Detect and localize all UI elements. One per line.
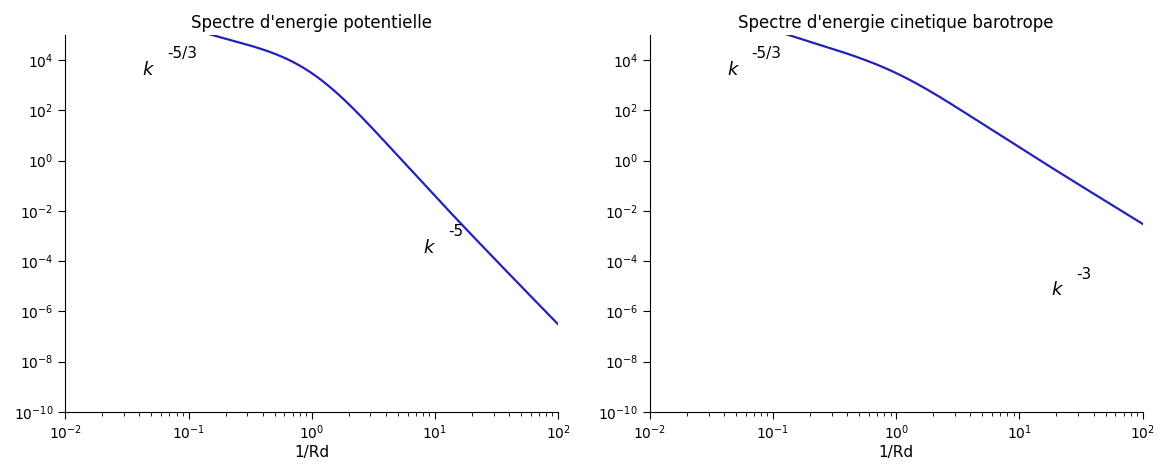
- Text: $k$: $k$: [727, 61, 740, 79]
- Text: $k$: $k$: [423, 239, 436, 256]
- Text: $k$: $k$: [143, 61, 155, 79]
- Text: -5: -5: [448, 224, 463, 239]
- Text: $k$: $k$: [1051, 282, 1064, 300]
- X-axis label: 1/Rd: 1/Rd: [879, 445, 914, 460]
- Text: -5/3: -5/3: [167, 46, 198, 61]
- Text: -5/3: -5/3: [752, 46, 782, 61]
- Text: -3: -3: [1075, 267, 1091, 282]
- Title: Spectre d'energie cinetique barotrope: Spectre d'energie cinetique barotrope: [739, 14, 1054, 32]
- X-axis label: 1/Rd: 1/Rd: [295, 445, 330, 460]
- Title: Spectre d'energie potentielle: Spectre d'energie potentielle: [192, 14, 433, 32]
